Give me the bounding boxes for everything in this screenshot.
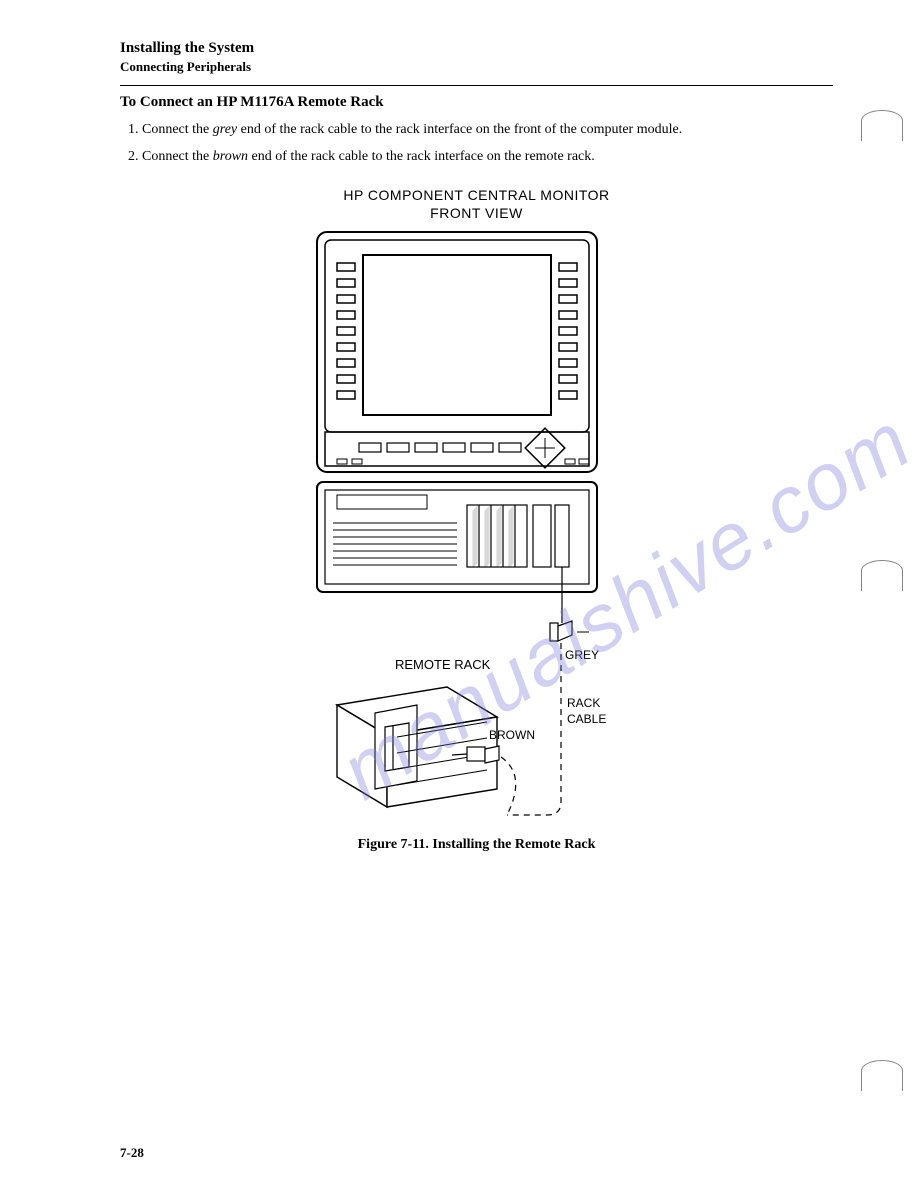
figure-label-top1: HP COMPONENT CENTRAL MONITOR	[120, 187, 833, 203]
scan-mark	[861, 110, 903, 141]
label-remote: REMOTE RACK	[395, 657, 491, 672]
label-rack: RACK	[567, 696, 600, 710]
step-1-pre: Connect the	[142, 122, 213, 137]
step-1: Connect the grey end of the rack cable t…	[142, 121, 833, 140]
page-number: 7-28	[120, 1145, 144, 1161]
step-2: Connect the brown end of the rack cable …	[142, 148, 833, 167]
divider	[120, 85, 833, 86]
header-title: Installing the System	[120, 40, 833, 57]
step-2-em: brown	[213, 149, 248, 164]
scan-mark	[861, 1060, 903, 1091]
step-2-post: end of the rack cable to the rack interf…	[248, 149, 595, 164]
label-brown: BROWN	[489, 728, 535, 742]
figure: HP COMPONENT CENTRAL MONITOR FRONT VIEW	[120, 187, 833, 853]
step-1-em: grey	[213, 122, 237, 137]
scan-mark	[861, 560, 903, 591]
section-title: To Connect an HP M1176A Remote Rack	[120, 94, 833, 111]
label-grey: GREY	[565, 648, 599, 662]
diagram-svg: GREY RACK CABLE REMOTE RACK	[297, 227, 657, 827]
label-cable: CABLE	[567, 712, 606, 726]
header-subtitle: Connecting Peripherals	[120, 59, 833, 75]
figure-caption: Figure 7-11. Installing the Remote Rack	[120, 837, 833, 853]
step-2-pre: Connect the	[142, 149, 213, 164]
step-1-post: end of the rack cable to the rack interf…	[237, 122, 682, 137]
steps-list: Connect the grey end of the rack cable t…	[120, 121, 833, 167]
figure-label-top2: FRONT VIEW	[120, 205, 833, 221]
